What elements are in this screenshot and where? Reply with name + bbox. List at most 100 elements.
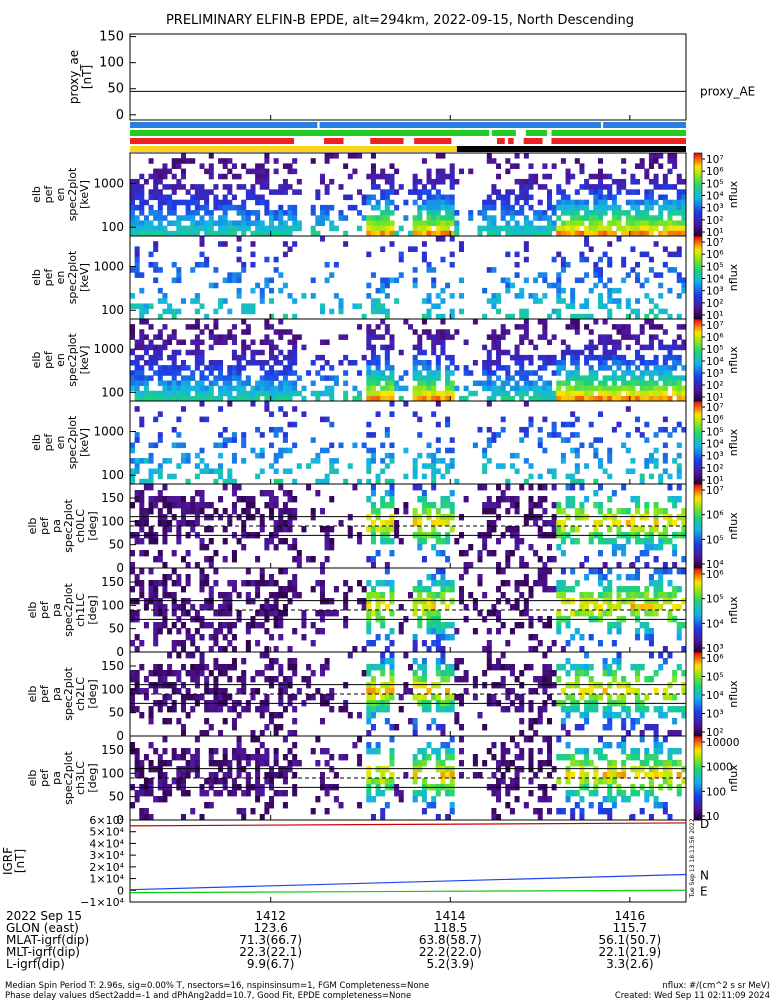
heatmap-cell bbox=[343, 622, 349, 629]
heatmap-cell bbox=[343, 478, 349, 485]
heatmap-cell bbox=[245, 215, 251, 221]
heatmap-cell bbox=[597, 272, 603, 278]
heatmap-cell bbox=[681, 339, 687, 346]
heatmap-cell bbox=[157, 598, 163, 605]
heatmap-cell bbox=[644, 168, 650, 175]
heatmap-cell bbox=[537, 718, 543, 725]
heatmap-cell bbox=[500, 334, 506, 340]
heatmap-cell bbox=[523, 458, 529, 464]
heatmap-cell bbox=[157, 514, 163, 521]
panel-tick-label: 100 bbox=[101, 514, 124, 528]
heatmap-cell bbox=[199, 390, 205, 397]
heatmap-cell bbox=[597, 173, 603, 180]
heatmap-cell bbox=[667, 365, 673, 371]
heatmap-cell bbox=[282, 706, 288, 713]
heatmap-cell bbox=[496, 610, 502, 617]
heatmap-cell bbox=[403, 385, 409, 392]
heatmap-cell bbox=[412, 634, 418, 641]
heatmap-cell bbox=[227, 220, 233, 227]
heatmap-cell bbox=[597, 458, 603, 464]
heatmap-cell bbox=[162, 610, 168, 617]
heatmap-cell bbox=[278, 478, 284, 485]
colorbar-step bbox=[694, 496, 702, 500]
heatmap-cell bbox=[250, 514, 256, 521]
heatmap-cell bbox=[213, 468, 219, 475]
heatmap-cell bbox=[491, 189, 497, 195]
heatmap-cell bbox=[597, 682, 603, 689]
heatmap-cell bbox=[329, 468, 335, 475]
heatmap-cell bbox=[440, 574, 446, 581]
heatmap-cell bbox=[597, 694, 603, 701]
heatmap-cell bbox=[171, 349, 177, 356]
colorbar-step bbox=[694, 631, 702, 634]
heatmap-cell bbox=[278, 586, 284, 593]
heatmap-cell bbox=[264, 664, 270, 671]
heatmap-cell bbox=[653, 610, 659, 617]
heatmap-cell bbox=[672, 520, 678, 527]
heatmap-cell bbox=[565, 230, 571, 237]
heatmap-cell bbox=[588, 385, 594, 392]
heatmap-cell bbox=[602, 610, 608, 617]
heatmap-cell bbox=[157, 344, 163, 351]
heatmap-cell bbox=[171, 199, 177, 206]
heatmap-cell bbox=[347, 153, 353, 159]
heatmap-cell bbox=[287, 646, 293, 653]
heatmap-cell bbox=[329, 706, 335, 713]
heatmap-cell bbox=[528, 385, 534, 392]
heatmap-cell bbox=[523, 184, 529, 190]
colorbar-step bbox=[694, 702, 702, 705]
heatmap-cell bbox=[621, 375, 627, 381]
heatmap-cell bbox=[635, 189, 641, 195]
colorbar-step bbox=[694, 339, 702, 343]
heatmap-cell bbox=[653, 598, 659, 605]
heatmap-cell bbox=[357, 712, 363, 719]
colorbar-tick-label: 10⁴ bbox=[706, 559, 724, 571]
heatmap-cell bbox=[384, 380, 390, 387]
heatmap-cell bbox=[255, 622, 261, 629]
heatmap-cell bbox=[445, 194, 451, 201]
heatmap-cell bbox=[597, 463, 603, 469]
heatmap-cell bbox=[296, 556, 302, 563]
heatmap-cell bbox=[366, 220, 372, 227]
heatmap-cell bbox=[375, 550, 381, 557]
heatmap-cell bbox=[435, 173, 441, 180]
heatmap-cell bbox=[505, 508, 511, 515]
heatmap-cell bbox=[496, 339, 502, 346]
heatmap-cell bbox=[134, 610, 140, 617]
colorbar-step bbox=[694, 190, 702, 193]
heatmap-cell bbox=[519, 230, 525, 237]
heatmap-cell bbox=[157, 556, 163, 563]
heatmap-cell bbox=[496, 308, 502, 315]
heatmap-cell bbox=[611, 287, 617, 294]
heatmap-cell bbox=[171, 220, 177, 227]
heatmap-cell bbox=[417, 344, 423, 351]
heatmap-cell bbox=[435, 568, 441, 575]
heatmap-cell bbox=[662, 395, 668, 402]
heatmap-cell bbox=[157, 622, 163, 629]
heatmap-cell bbox=[440, 215, 446, 221]
heatmap-cell bbox=[194, 676, 200, 683]
heatmap-cell bbox=[667, 610, 673, 617]
heatmap-cell bbox=[236, 210, 242, 216]
heatmap-cell bbox=[672, 184, 678, 190]
colorbar-step bbox=[694, 683, 702, 687]
heatmap-cell bbox=[653, 380, 659, 387]
heatmap-cell bbox=[324, 385, 330, 392]
heatmap-cell bbox=[394, 204, 400, 211]
heatmap-cell bbox=[194, 194, 200, 201]
heatmap-cell bbox=[208, 514, 214, 521]
heatmap-cell bbox=[398, 628, 404, 635]
heatmap-cell bbox=[672, 694, 678, 701]
heatmap-cell bbox=[153, 267, 159, 273]
heatmap-cell bbox=[366, 718, 372, 725]
heatmap-cell bbox=[658, 604, 664, 611]
heatmap-cell bbox=[630, 173, 636, 180]
colorbar-step bbox=[694, 694, 702, 697]
heatmap-cell bbox=[176, 390, 182, 397]
heatmap-cell bbox=[269, 313, 275, 320]
heatmap-cell bbox=[292, 706, 298, 713]
heatmap-cell bbox=[537, 712, 543, 719]
heatmap-cell bbox=[676, 514, 682, 521]
heatmap-cell bbox=[482, 215, 488, 221]
heatmap-cell bbox=[213, 778, 219, 785]
